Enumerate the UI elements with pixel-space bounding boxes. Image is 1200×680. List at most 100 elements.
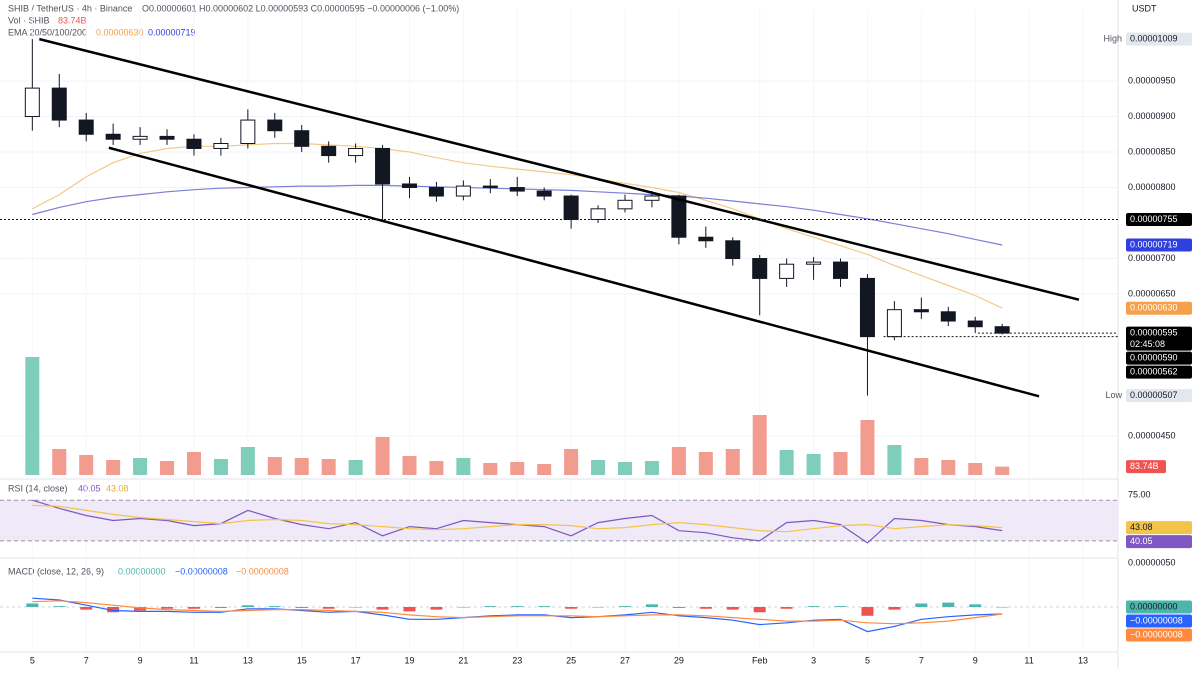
macd-histogram-bar [134, 607, 147, 611]
volume-bar [618, 462, 633, 475]
macd-histogram-bar [565, 607, 578, 609]
candle-body [833, 261, 849, 279]
macd-histogram-bar [780, 607, 793, 609]
candle-body [779, 263, 795, 279]
candle-body [321, 145, 337, 157]
price-tag-label: −0.00000008 [1130, 615, 1183, 625]
macd-histogram-bar [80, 607, 93, 610]
candle-body [940, 311, 956, 322]
candle-body [24, 87, 40, 118]
macd-histogram-bar [511, 606, 524, 607]
volume-bar [752, 415, 767, 475]
candle-body [348, 147, 364, 157]
macd-histogram-bar [430, 607, 443, 610]
volume-bar [591, 460, 606, 475]
price-tag [1126, 535, 1192, 549]
macd-histogram-bar [268, 606, 281, 607]
ema-value: 0.00000719 [148, 27, 196, 37]
price-tag [1126, 389, 1192, 403]
price-tag [1126, 32, 1192, 46]
candle-body [482, 185, 498, 189]
macd-histogram-bar [214, 607, 227, 608]
candle-body [644, 195, 660, 201]
candle-body [806, 261, 822, 265]
x-tick-label: 13 [1078, 655, 1088, 665]
volume-bar [698, 452, 713, 475]
macd-label: MACD (close, 12, 26, 9) [8, 566, 104, 576]
x-tick-label: 13 [243, 655, 253, 665]
candle-body [994, 326, 1010, 334]
ema-value: 0.00000630 [96, 27, 144, 37]
macd-histogram-bar [484, 606, 497, 607]
price-tag-label: 0.00001009 [1130, 33, 1178, 43]
price-tag [1126, 614, 1192, 628]
candle-body [509, 187, 525, 192]
channel-line [108, 146, 1040, 398]
price-tag [1126, 600, 1192, 614]
candle-body [267, 119, 283, 132]
candle-body [536, 190, 552, 197]
indicator-line [32, 597, 1003, 633]
price-tag [1126, 212, 1192, 226]
price-tag [1126, 301, 1192, 315]
macd-histogram-bar [996, 607, 1009, 608]
volume-bar [941, 460, 956, 475]
price-tag [1126, 238, 1192, 252]
symbol: SHIB / TetherUS · 4h · Binance [8, 3, 132, 13]
candle-body [967, 320, 983, 328]
volume-bar [671, 447, 686, 475]
price-tag [1126, 326, 1192, 351]
candle-body [590, 208, 606, 220]
x-tick-label: 29 [674, 655, 684, 665]
x-tick-label: 21 [458, 655, 468, 665]
candle-body [725, 240, 741, 260]
volume-tag-label: 83.74B [1130, 461, 1159, 471]
macd-histogram-bar [376, 607, 389, 610]
volume-bar [510, 462, 525, 475]
candle-body [455, 185, 471, 197]
macd-histogram-bar [969, 604, 982, 607]
macd-hist-value: 0.00000000 [118, 566, 166, 576]
volume-bar [887, 445, 902, 475]
volume-bar [375, 437, 390, 475]
price-tag-label: 0.00000719 [1130, 239, 1178, 249]
candle-body [78, 119, 94, 135]
volume-bar [779, 450, 794, 475]
price-tag-label: 0.00000595 [1130, 327, 1178, 337]
macd-histogram-bar [915, 603, 928, 607]
y-tick-label: 0.00000050 [1128, 557, 1176, 567]
macd-histogram-bar [942, 602, 955, 607]
x-tick-label: 9 [973, 655, 978, 665]
ohlc: O0.00000601 H0.00000602 L0.00000593 C0.0… [142, 3, 459, 13]
y-tick-label: 0.00000850 [1128, 146, 1176, 156]
volume-bar [79, 455, 94, 475]
x-tick-label: 9 [138, 655, 143, 665]
candle-body [132, 135, 148, 140]
candle-body [105, 133, 121, 140]
x-tick-label: 5 [30, 655, 35, 665]
macd-histogram-bar [295, 607, 308, 608]
x-tick-label: 15 [297, 655, 307, 665]
volume-bar [294, 458, 309, 475]
volume-bar [483, 463, 498, 475]
indicator-line [32, 504, 1003, 533]
macd-histogram-bar [53, 606, 66, 607]
rsi-label: RSI (14, close) [8, 483, 68, 493]
volume-bar [25, 357, 40, 475]
rsi-ma-value: 43.08 [106, 483, 129, 493]
macd-histogram-bar [26, 603, 39, 607]
price-tag [1126, 365, 1192, 379]
volume-bar [402, 456, 417, 475]
ema-label: EMA 20/50/100/200 [8, 27, 87, 37]
price-tag [1126, 351, 1192, 365]
volume-bar [833, 452, 848, 475]
volume-tag [1126, 460, 1166, 474]
candle-body [752, 258, 768, 279]
price-tag-label: 40.05 [1130, 536, 1153, 546]
volume-bar [429, 461, 444, 475]
macd-histogram-bar [699, 607, 712, 609]
candle-body [51, 87, 67, 121]
volume-bar [240, 447, 255, 475]
